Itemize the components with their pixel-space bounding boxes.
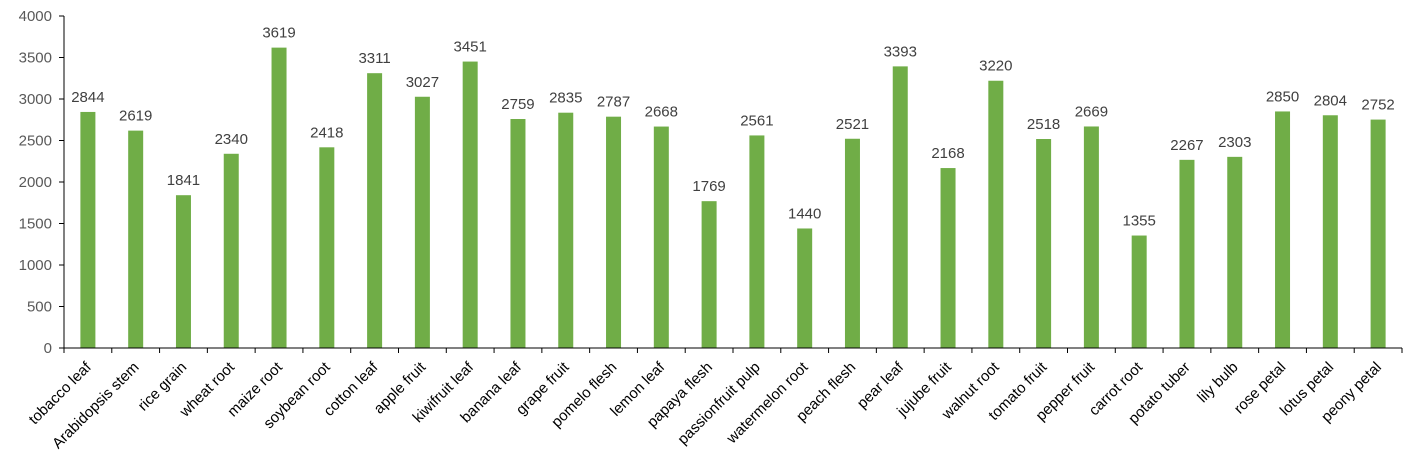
bar <box>1227 156 1243 348</box>
data-label: 2844 <box>71 89 104 106</box>
y-tick-label: 2000 <box>19 174 52 191</box>
data-label: 2804 <box>1314 92 1347 109</box>
bar <box>1370 119 1386 348</box>
bar <box>1131 235 1147 348</box>
x-tick-label: lily bulb <box>1194 359 1241 406</box>
bars <box>80 47 1386 349</box>
data-label: 2668 <box>645 104 678 121</box>
bar <box>223 153 239 348</box>
data-label: 3220 <box>979 58 1012 75</box>
bar <box>1322 115 1338 348</box>
data-label: 2835 <box>549 90 582 107</box>
bar <box>462 61 478 348</box>
bar <box>749 135 765 348</box>
y-tick-label: 1000 <box>19 257 52 274</box>
bar <box>701 201 717 348</box>
bar <box>175 195 191 348</box>
y-tick-label: 3000 <box>19 91 52 108</box>
bar <box>1036 139 1052 348</box>
bar <box>510 119 526 349</box>
bar <box>1275 111 1291 348</box>
y-tick-label: 4000 <box>19 8 52 25</box>
data-label: 3619 <box>262 25 295 42</box>
x-tick-label: watermelon root <box>723 358 812 447</box>
data-label: 2619 <box>119 108 152 125</box>
data-label: 3027 <box>406 74 439 91</box>
data-labels: 2844 2619 1841 2340 3619 2418 3311 3027 3451 2759… <box>71 25 1395 230</box>
y-tick-label: 3500 <box>19 50 52 67</box>
data-label: 2850 <box>1266 88 1299 105</box>
data-label: 1440 <box>788 205 821 222</box>
data-label: 2267 <box>1170 137 1203 154</box>
bar <box>892 66 908 349</box>
data-label: 2168 <box>931 145 964 162</box>
bar <box>319 147 335 348</box>
y-axis-ticks: 0 500 1000 1500 2000 2500 3000 3500 4000 <box>19 8 1403 357</box>
x-tick-label: passionfruit pulp <box>674 359 763 448</box>
data-label: 2561 <box>740 112 773 129</box>
data-label: 2518 <box>1027 116 1060 133</box>
bar <box>606 116 622 348</box>
data-label: 2340 <box>215 131 248 148</box>
y-tick-label: 0 <box>44 340 52 357</box>
bar <box>80 111 96 348</box>
data-label: 1841 <box>167 172 200 189</box>
data-label: 3451 <box>453 39 486 56</box>
data-label: 1769 <box>692 178 725 195</box>
data-label: 2752 <box>1361 97 1394 114</box>
bar <box>844 138 860 348</box>
y-tick-label: 500 <box>27 299 52 316</box>
bar <box>1179 159 1195 348</box>
bar <box>1083 126 1099 349</box>
bar <box>558 112 574 348</box>
data-label: 1355 <box>1122 213 1155 230</box>
bar <box>940 168 956 348</box>
y-tick-label: 2500 <box>19 133 52 150</box>
bar <box>367 73 383 348</box>
x-tick-label: Arabidopsis stem <box>49 359 142 452</box>
data-label: 2787 <box>597 94 630 111</box>
bar <box>988 80 1004 349</box>
data-label: 3393 <box>884 43 917 60</box>
bar <box>128 130 144 348</box>
y-tick-label: 1500 <box>19 216 52 233</box>
bar <box>653 126 669 348</box>
bar <box>414 96 430 348</box>
bar <box>797 228 813 348</box>
data-label: 2418 <box>310 124 343 141</box>
data-label: 2669 <box>1075 103 1108 120</box>
data-label: 3311 <box>358 50 390 67</box>
data-label: 2759 <box>501 96 534 113</box>
data-label: 2303 <box>1218 134 1251 151</box>
data-label: 2521 <box>836 116 869 133</box>
bar <box>271 47 287 349</box>
